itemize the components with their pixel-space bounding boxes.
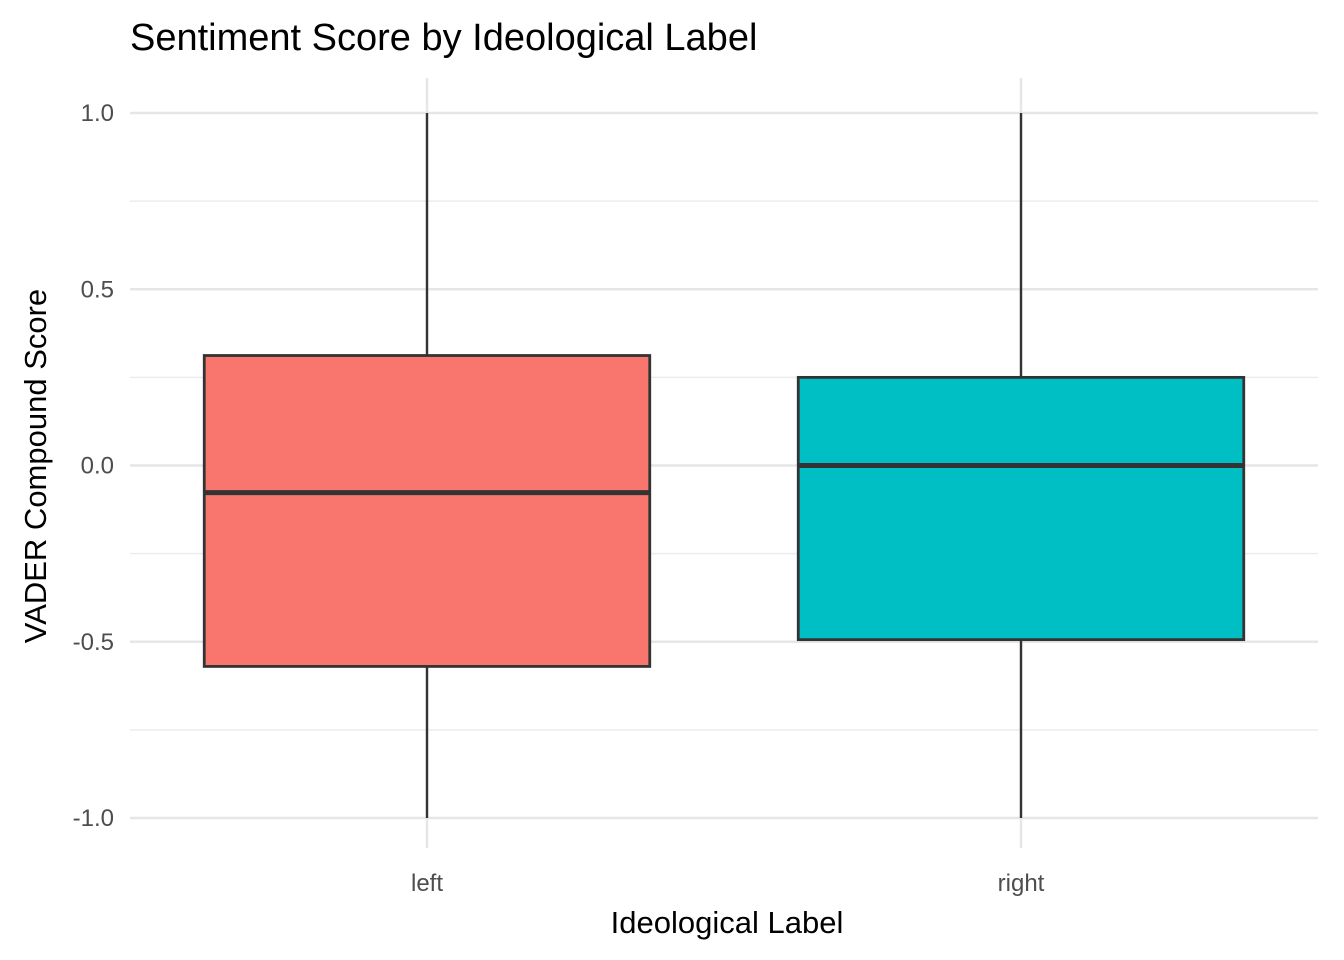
y-tick-label: 0.5 xyxy=(81,276,114,303)
box-right xyxy=(796,375,1246,642)
y-tick-label: -1.0 xyxy=(73,805,114,832)
box-marks xyxy=(202,113,1246,818)
box-left xyxy=(202,354,652,668)
x-tick-label-left: left xyxy=(411,870,443,897)
y-tick-label: 1.0 xyxy=(81,100,114,127)
y-tick-label: -0.5 xyxy=(73,629,114,656)
x-axis-title: Ideological Label xyxy=(611,905,844,940)
y-tick-label: 0.0 xyxy=(81,453,114,480)
y-axis-title: VADER Compound Score xyxy=(18,289,53,643)
tick-labels: -1.0 -0.5 0.0 0.5 1.0 left right xyxy=(73,100,1045,897)
x-tick-label-right: right xyxy=(998,870,1045,897)
chart-title: Sentiment Score by Ideological Label xyxy=(130,17,757,59)
